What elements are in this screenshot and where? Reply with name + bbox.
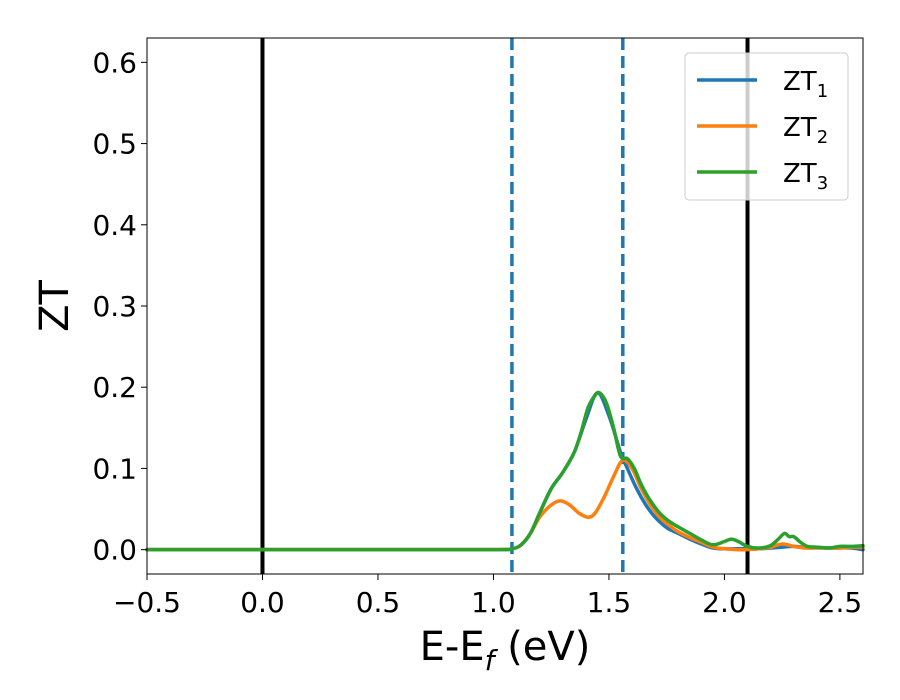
y-tick-label: 0.2: [92, 371, 137, 404]
x-tick-label: 1.5: [587, 586, 632, 619]
legend-label-1: ZT1: [783, 67, 828, 102]
y-tick-label: 0.6: [92, 46, 137, 79]
x-axis-ticks: −0.5 0.0 0.5 1.0 1.5 2.0 2.5: [113, 574, 862, 619]
x-tick-label: 0.5: [356, 586, 401, 619]
x-tick-label: −0.5: [113, 586, 181, 619]
series-line-3: [145, 390, 865, 552]
y-axis-title: ZT: [32, 280, 78, 332]
x-tick-label: 1.0: [471, 586, 516, 619]
legend-label-3: ZT3: [783, 159, 828, 194]
y-tick-label: 0.3: [92, 290, 137, 323]
legend-box: [684, 52, 849, 201]
x-axis-title: E-Ef (eV): [420, 624, 591, 677]
series-lines: [145, 390, 865, 552]
legend: ZT1 ZT2 ZT3: [684, 52, 849, 201]
y-tick-label: 0.4: [92, 209, 137, 242]
y-tick-label: 0.5: [92, 128, 137, 161]
y-tick-label: 0.0: [92, 534, 137, 567]
x-tick-label: 2.0: [702, 586, 747, 619]
x-axis-title-main: E-E: [420, 624, 485, 670]
y-axis-ticks: 0.0 0.1 0.2 0.3 0.4 0.5 0.6: [92, 46, 147, 567]
x-axis-title-unit: (eV): [494, 624, 590, 670]
y-tick-label: 0.1: [92, 452, 137, 485]
legend-label-2: ZT2: [783, 113, 828, 148]
x-tick-label: 2.5: [818, 586, 863, 619]
x-tick-label: 0.0: [240, 586, 285, 619]
